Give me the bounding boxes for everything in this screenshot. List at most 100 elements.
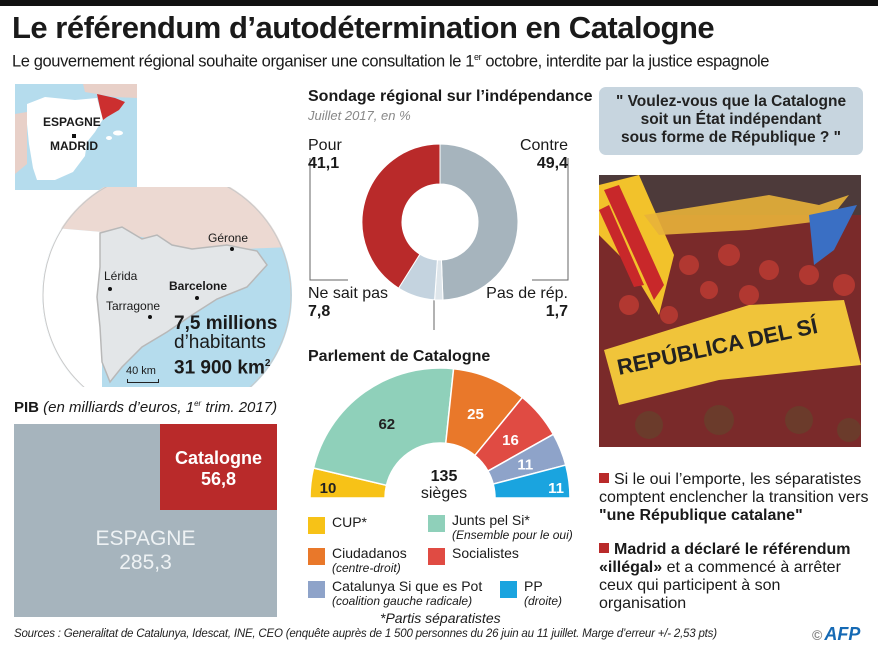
legend-item: Socialistes xyxy=(428,546,519,565)
legend-swatch xyxy=(428,548,445,565)
donut-slice-pour xyxy=(361,143,441,289)
city-label-gerone: Gérone xyxy=(208,231,249,245)
poll-subtitle: Juillet 2017, en % xyxy=(308,108,411,123)
leader-line-pour xyxy=(309,158,348,281)
bullet-square-icon xyxy=(599,543,609,553)
poll-label-pdr-value: 1,7 xyxy=(545,303,568,320)
spain-map-svg xyxy=(15,84,137,190)
donut-slice-contre xyxy=(439,143,519,301)
scale-label: 40 km xyxy=(126,365,156,377)
area-text: 31 900 km xyxy=(174,357,265,379)
pib-catalogne-box: Catalogne 56,8 xyxy=(160,424,277,510)
spain xyxy=(27,97,103,180)
legend-item: Ciudadanos (centre-droit) xyxy=(308,546,407,576)
hemicycle-seat-label: 62 xyxy=(378,416,395,433)
page-title: Le référendum d’autodétermination en Cat… xyxy=(12,10,715,45)
hemicycle-seat-label: 11 xyxy=(548,480,564,497)
portugal xyxy=(15,112,27,174)
page-subtitle: Le gouvernement régional souhaite organi… xyxy=(12,52,769,72)
question-line-2: soit un État indépendant xyxy=(640,111,822,128)
pib-title: PIB (en milliards d’euros, 1er trim. 201… xyxy=(14,399,277,416)
subtitle-text: Le gouvernement régional souhaite organi… xyxy=(12,52,474,71)
baleares-small xyxy=(106,136,112,140)
parliament-total-label: sièges xyxy=(420,485,468,502)
legend-label: Ciudadanos (centre-droit) xyxy=(332,545,407,576)
bullet-point-1: Si le oui l’emporte, les séparatistes co… xyxy=(599,471,869,525)
parliament-title: Parlement de Catalogne xyxy=(308,348,491,365)
hemicycle-segment-pp xyxy=(492,464,571,499)
city-dot-lerida xyxy=(108,287,112,291)
referendum-question: " Voulez-vous que la Catalogne soit un É… xyxy=(599,87,863,155)
legend-swatch xyxy=(428,515,445,532)
photo-svg: REPÚBLICA DEL SÍ xyxy=(599,175,861,447)
hemicycle-seat-label: 10 xyxy=(320,480,337,497)
legend-item: CUP* xyxy=(308,515,367,534)
city-dot-barcelone xyxy=(195,296,199,300)
separatist-footnote: *Partis séparatistes xyxy=(380,610,501,626)
pib-espagne-text: ESPAGNE 285,3 xyxy=(14,527,277,575)
legend-sublabel: (coalition gauche radicale) xyxy=(332,594,473,608)
catalonia xyxy=(97,94,125,120)
hemicycle-seat-label: 11 xyxy=(517,457,533,474)
poll-label-nsp-value: 7,8 xyxy=(308,303,331,320)
city-label-tarragone: Tarragone xyxy=(106,299,161,313)
legend-swatch xyxy=(308,581,325,598)
pib-catalogne-value: 56,8 xyxy=(200,469,237,489)
question-line-1: " Voulez-vous que la Catalogne xyxy=(615,93,847,110)
france xyxy=(83,84,137,98)
legend-sublabel: (droite) xyxy=(524,594,563,608)
legend-swatch xyxy=(308,517,325,534)
parliament-total-seats: 135 xyxy=(430,468,458,485)
baleares xyxy=(113,130,123,136)
area-value: 31 900 km2 xyxy=(174,354,270,378)
scale-bar xyxy=(127,379,159,383)
poll-label-pdr: Pas de rép. 1,7 xyxy=(480,285,568,321)
capital-marker xyxy=(72,134,76,138)
legend-label: PP (droite) xyxy=(524,578,563,609)
legend-swatch xyxy=(308,548,325,565)
hemicycle-segment-junts-pel-si xyxy=(312,367,455,487)
city-dot-tarragone xyxy=(148,315,152,319)
pib-title-italic-end: trim. 2017) xyxy=(201,399,278,416)
sources-footer: Sources : Generalitat de Catalunya, Ides… xyxy=(14,628,717,640)
poll-label-contre-name: Contre xyxy=(519,137,568,154)
flag-estelada xyxy=(809,205,857,265)
parliament-center: 135 sièges xyxy=(412,468,476,502)
poll-label-contre: Contre 49,4 xyxy=(516,137,568,173)
parliament-hemicycle-chart: 10 62 25 16 11 11 xyxy=(309,367,571,499)
city-label-lerida: Lérida xyxy=(104,269,138,283)
afp-logo-text: AFP xyxy=(824,624,861,644)
poll-title: Sondage régional sur l’indépendance xyxy=(308,88,593,105)
legend-item: PP (droite) xyxy=(500,579,562,609)
hemicycle-seat-label: 25 xyxy=(467,406,484,423)
poll-label-nsp: Ne sait pas 7,8 xyxy=(308,285,388,321)
pib-title-bold: PIB xyxy=(14,399,40,416)
population-label: d’habitants xyxy=(174,332,266,353)
photo-demonstration: REPÚBLICA DEL SÍ xyxy=(599,175,861,447)
top-bar xyxy=(0,0,878,6)
legend-swatch xyxy=(500,581,517,598)
legend-label: CUP* xyxy=(332,514,368,530)
poll-label-pdr-name: Pas de rép. xyxy=(486,285,568,302)
catalonia-map-svg xyxy=(42,170,292,420)
copyright-icon: © xyxy=(812,627,823,643)
afp-logo: © AFP xyxy=(812,624,862,645)
leader-line-pdr xyxy=(433,300,435,330)
pib-catalogne-label: Catalogne xyxy=(174,448,262,468)
hemicycle-seat-label: 16 xyxy=(502,432,519,449)
city-label-barcelone: Barcelone xyxy=(169,279,228,293)
subtitle-text-end: octobre, interdite par la justice espagn… xyxy=(481,52,770,71)
poll-label-pour-value: 41,1 xyxy=(308,155,340,172)
poll-label-pour: Pour 41,1 xyxy=(308,137,342,173)
bullet-point-2: Madrid a déclaré le référendum «illégal»… xyxy=(599,541,869,613)
poll-donut-chart xyxy=(309,143,569,330)
legend-item: Catalunya Si que es Pot (coalition gauche… xyxy=(308,579,482,609)
bullet-square-icon xyxy=(599,473,609,483)
banner xyxy=(604,300,861,405)
legend-label: Socialistes xyxy=(452,545,519,561)
legend-label: Catalunya Si que es Pot (coalition gauche… xyxy=(332,578,483,609)
leader-line-contre xyxy=(532,158,569,281)
city-dot-gerone xyxy=(230,247,234,251)
pib-title-sup: er xyxy=(194,399,202,408)
flag-top xyxy=(644,195,849,235)
